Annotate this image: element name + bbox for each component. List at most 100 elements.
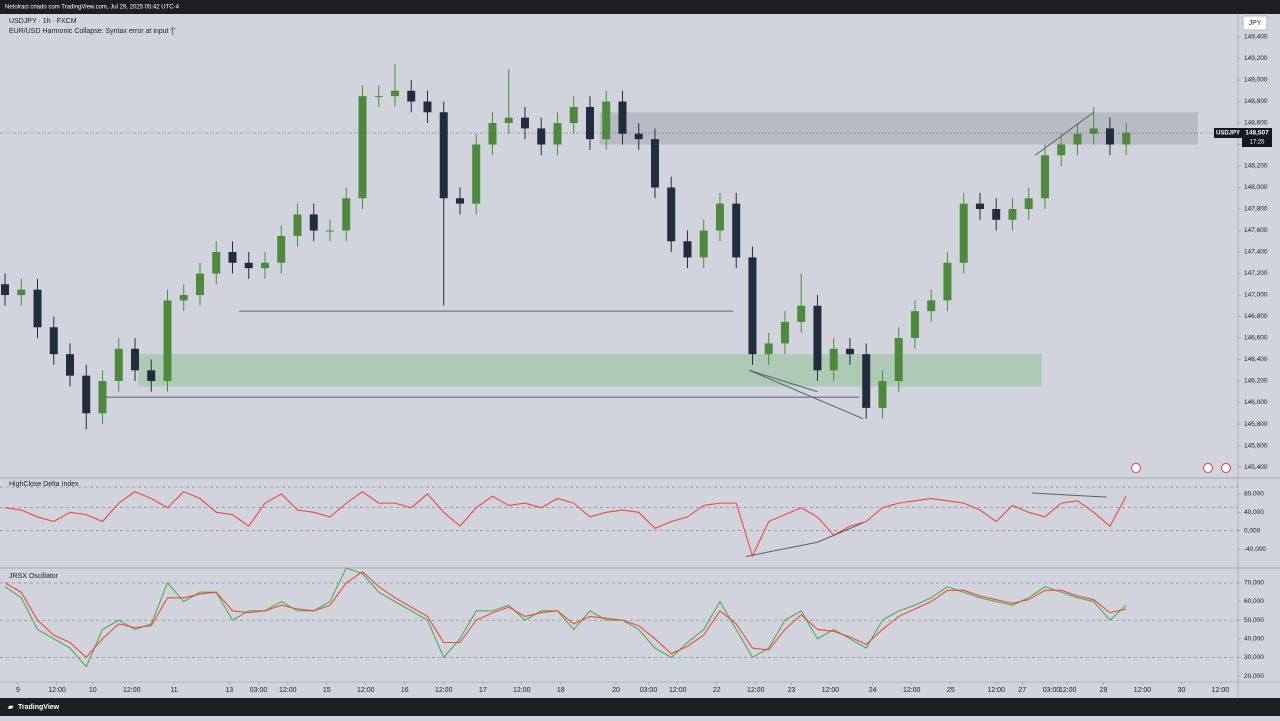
credit: Netolraci criado com TradingView.com, Ju…: [5, 5, 180, 11]
event-icon[interactable]: [1203, 463, 1213, 473]
x-tick-label: 20: [612, 687, 620, 694]
candle-body: [537, 128, 546, 145]
x-tick-label: 12:00: [123, 687, 141, 694]
y-tick-label: 145,400: [1244, 464, 1268, 471]
candle-body: [927, 300, 936, 312]
x-tick-label: 12:00: [279, 687, 297, 694]
candle-body: [780, 321, 789, 344]
trend-line: [817, 522, 864, 543]
y-tick-label: 80,000: [1244, 491, 1264, 498]
candle-body: [813, 305, 822, 371]
candle-body: [163, 300, 172, 382]
zone: [138, 354, 1042, 387]
x-tick-label: 12:00: [822, 687, 840, 694]
candle-body: [212, 252, 221, 274]
y-tick-label: 149,200: [1244, 55, 1268, 62]
x-tick-label: 18: [557, 687, 565, 694]
y-tick-label: 0,000: [1244, 527, 1261, 534]
candle-body: [553, 123, 562, 145]
trend-line: [1034, 111, 1095, 156]
candle-body: [1105, 128, 1114, 145]
event-icon[interactable]: [1131, 463, 1141, 473]
candle-body: [910, 311, 919, 339]
candle-body: [390, 90, 399, 97]
candle-body: [1122, 132, 1131, 145]
candle-body: [455, 198, 464, 204]
symbol-tag: [1214, 128, 1242, 139]
candle-body: [49, 327, 58, 355]
candle-body: [423, 101, 432, 113]
x-tick-label: 11: [170, 687, 177, 694]
y-tick-label: 149,400: [1244, 34, 1268, 41]
bottom-bar: [0, 698, 1280, 716]
x-tick-label: 12:00: [435, 687, 453, 694]
candle-body: [82, 375, 91, 414]
currency-box[interactable]: [1242, 15, 1268, 31]
countdown-label: 17:25: [1249, 140, 1265, 146]
trend-line: [749, 369, 818, 393]
indicator-line: [4, 571, 1127, 659]
candle-body: [1008, 209, 1017, 220]
y-tick-label: 20,000: [1244, 673, 1264, 680]
y-tick-label: 146,800: [1244, 313, 1268, 320]
x-tick-label: 03:00: [640, 687, 658, 694]
y-tick-label: 40,000: [1244, 636, 1264, 643]
candle-body: [715, 203, 724, 231]
price-label: 148,507: [1245, 130, 1269, 137]
y-tick-label: 148,000: [1244, 184, 1268, 191]
candle-body: [634, 133, 643, 140]
event-icon[interactable]: [1221, 463, 1231, 473]
candle-body: [114, 348, 123, 382]
x-tick-label: 12:00: [987, 687, 1005, 694]
candle-body: [667, 187, 676, 242]
x-tick-label: 03:00: [250, 687, 268, 694]
candle-body: [862, 354, 871, 408]
x-tick-label: 25: [947, 687, 955, 694]
trend-line: [749, 369, 864, 420]
x-tick-label: 29: [1100, 687, 1108, 694]
y-tick-label: 50,000: [1244, 617, 1264, 624]
x-tick-label: 12:00: [1059, 687, 1077, 694]
trend-line: [745, 541, 818, 557]
candle-body: [325, 230, 334, 232]
x-tick-label: 15: [323, 687, 331, 694]
x-tick-label: 17: [479, 687, 487, 694]
candle-body: [260, 262, 269, 269]
price-tag: [1242, 128, 1272, 148]
x-tick-label: 23: [788, 687, 796, 694]
chart-title: USDJPY · 1h · FXCM: [9, 18, 77, 25]
candle-body: [1057, 144, 1066, 156]
x-tick-label: 12:00: [747, 687, 765, 694]
candle-body: [943, 262, 952, 301]
candle-body: [1089, 128, 1098, 134]
y-tick-label: 30,000: [1244, 654, 1264, 661]
candle-body: [277, 235, 286, 263]
currency[interactable]: JPY: [1249, 20, 1262, 27]
event-icons[interactable]: [1131, 463, 1231, 473]
brand: TradingView: [18, 704, 60, 711]
candle-body: [309, 214, 318, 231]
candle-body: [585, 106, 594, 140]
x-tick-label: 12:00: [903, 687, 921, 694]
y-tick-label: 147,800: [1244, 206, 1268, 213]
candle-body: [797, 305, 806, 322]
y-tick-label: 148,800: [1244, 98, 1268, 105]
candle-body: [228, 252, 237, 263]
candle-body: [358, 96, 367, 199]
candle-body: [748, 257, 757, 355]
candle-body: [732, 203, 741, 258]
y-tick-label: -40,000: [1244, 546, 1266, 553]
y-tick-label: 147,000: [1244, 292, 1268, 299]
y-tick-label: 146,000: [1244, 399, 1268, 406]
y-tick-label: 70,000: [1244, 580, 1264, 587]
trend-line: [1031, 492, 1107, 498]
indicator-title: HighClose Delta Index: [9, 481, 79, 488]
candle-body: [569, 106, 578, 124]
x-tick-label: 13: [225, 687, 233, 694]
symbol-label: USDJPY: [1216, 131, 1240, 137]
x-tick-label: 24: [869, 687, 877, 694]
x-tick-label: 03:00: [1043, 687, 1061, 694]
candle-body: [374, 96, 383, 98]
indicator-title: JRSX Oscillator: [9, 573, 59, 580]
candle-body: [618, 101, 627, 134]
